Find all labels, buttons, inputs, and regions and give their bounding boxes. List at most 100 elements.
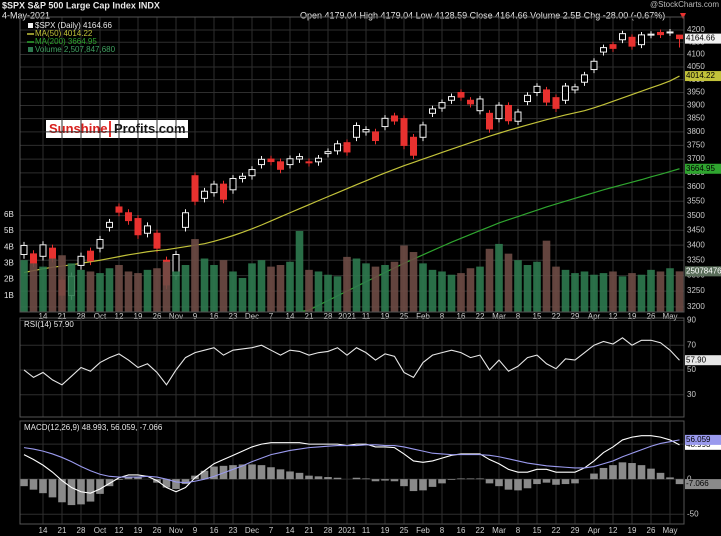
- x-tick-label: 8: [516, 526, 521, 535]
- y-tick-label: 30: [687, 390, 696, 399]
- y-tick-label: 3B: [4, 258, 14, 267]
- histogram-bar: [447, 479, 456, 480]
- y-tick-label: 3200: [687, 302, 705, 311]
- x-tick-label: 23: [229, 526, 238, 535]
- candle-body: [30, 253, 37, 264]
- candle-body: [457, 91, 465, 98]
- volume-bar: [419, 263, 427, 312]
- histogram-bar: [276, 469, 285, 480]
- x-tick-label: Mar: [492, 526, 506, 535]
- histogram-bar: [200, 470, 209, 480]
- histogram-bar: [362, 478, 370, 480]
- candle-body: [87, 250, 94, 262]
- x-tick-label: 29: [571, 312, 580, 321]
- histogram-bar: [124, 477, 133, 480]
- volume-bar: [115, 264, 123, 312]
- histogram-bar: [428, 479, 437, 487]
- candle-body: [619, 33, 626, 41]
- x-tick-label: 12: [115, 312, 124, 321]
- legend-label: Volume 2,507,847,680: [35, 45, 116, 54]
- histogram-bar: [542, 479, 551, 483]
- histogram-bar: [105, 479, 114, 487]
- x-tick-label: 21: [58, 312, 67, 321]
- x-tick-label: 19: [628, 312, 637, 321]
- x-tick-label: Apr: [588, 312, 601, 321]
- volume-bar: [485, 248, 494, 312]
- x-tick-label: 11: [362, 526, 371, 535]
- histogram-bar: [267, 467, 275, 480]
- histogram-bar: [504, 479, 513, 490]
- y-tick-label: 4200: [687, 25, 705, 34]
- histogram-bar: [675, 479, 684, 485]
- panel-frame: [19, 16, 685, 313]
- histogram-bar: [647, 468, 655, 480]
- x-tick-label: 16: [457, 526, 466, 535]
- credit: @StockCharts.com: [650, 0, 719, 9]
- histogram-bar: [609, 465, 617, 480]
- x-tick-label: 21: [58, 526, 67, 535]
- volume-bar: [191, 239, 199, 312]
- volume-bar: [675, 271, 684, 312]
- volume-bar: [409, 252, 418, 312]
- volume-bar: [523, 264, 532, 312]
- histogram-bar: [352, 477, 361, 480]
- x-tick-label: 26: [647, 526, 656, 535]
- volume-bar: [267, 266, 275, 312]
- y-tick-label: 70: [687, 340, 696, 349]
- y-tick-label: 4050: [687, 62, 705, 71]
- candle-body: [49, 247, 56, 259]
- candle-body: [77, 255, 85, 266]
- histogram-bar: [523, 479, 532, 489]
- candle-body: [182, 212, 189, 228]
- x-tick-label: 15: [533, 312, 542, 321]
- x-tick-label: 22: [476, 312, 485, 321]
- candle-body: [419, 124, 427, 138]
- volume-bar: [200, 258, 209, 312]
- y-tick-label: 3800: [687, 127, 705, 136]
- x-tick-label: 12: [609, 312, 618, 321]
- candle-body: [191, 175, 199, 202]
- x-tick-label: Oct: [94, 526, 107, 535]
- candle-body: [39, 244, 47, 257]
- volume-bar: [276, 264, 285, 312]
- x-tick-label: 28: [77, 526, 86, 535]
- candle-body: [505, 104, 512, 122]
- candle-body: [144, 225, 151, 234]
- candle-body: [248, 169, 256, 177]
- y-tick-label: 3350: [687, 255, 705, 264]
- x-tick-label: 14: [286, 312, 295, 321]
- down-arrow: [680, 13, 686, 19]
- volume-bar: [257, 260, 266, 312]
- volume-bar: [371, 266, 380, 312]
- candle-body: [495, 104, 503, 120]
- x-tick-label: Oct: [94, 312, 107, 321]
- x-tick-label: 16: [210, 312, 219, 321]
- volume-bar: [105, 268, 114, 312]
- volume-bar: [29, 263, 38, 312]
- volume-bar: [362, 263, 370, 312]
- legend-label: $SPX (Daily) 4164.66: [35, 21, 112, 30]
- candle-body: [96, 238, 104, 249]
- candle-body: [315, 157, 322, 163]
- candle-body: [552, 97, 560, 109]
- chart-date: 4-May-2021: [2, 10, 50, 20]
- y-tick-label: 3750: [687, 141, 705, 150]
- candle-body: [467, 99, 474, 105]
- y-tick-label: 3400: [687, 240, 705, 249]
- moving-average: [293, 168, 680, 312]
- x-tick-label: Nov: [169, 526, 183, 535]
- candle-body: [657, 31, 664, 36]
- candle-body: [381, 117, 389, 128]
- candle-body: [514, 111, 522, 122]
- x-tick-label: 21: [305, 312, 314, 321]
- legend-label: MA(50) 4014.22: [35, 29, 93, 38]
- candle-body: [220, 183, 227, 200]
- histogram-bar: [381, 479, 389, 481]
- volume-bar: [238, 277, 247, 312]
- volume-bar: [162, 261, 171, 312]
- x-tick-label: 14: [39, 312, 48, 321]
- histogram-bar: [390, 479, 399, 482]
- x-tick-label: 14: [286, 526, 295, 535]
- value-box: [685, 71, 721, 82]
